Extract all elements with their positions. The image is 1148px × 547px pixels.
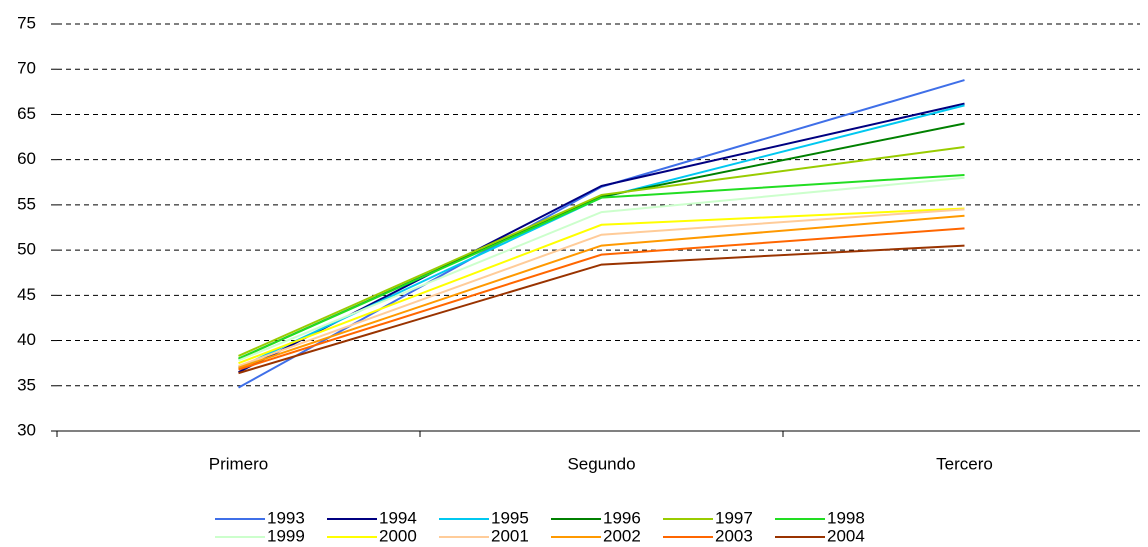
legend-label: 1996 (603, 508, 641, 527)
legend-label: 2002 (603, 526, 641, 545)
x-tick-label: Primero (209, 454, 269, 473)
y-tick-label: 40 (17, 330, 36, 349)
y-tick-label: 35 (17, 375, 36, 394)
legend-label: 2001 (491, 526, 529, 545)
y-tick-label: 65 (17, 104, 36, 123)
legend-label: 2000 (379, 526, 417, 545)
y-tick-label: 30 (17, 420, 36, 439)
y-tick-label: 55 (17, 194, 36, 213)
legend-label: 1998 (827, 508, 865, 527)
series-line (238, 214, 965, 369)
legend-label: 1993 (267, 508, 305, 527)
y-tick-label: 50 (17, 240, 36, 259)
series-line (238, 176, 965, 362)
y-tick-label: 75 (17, 13, 36, 32)
series-line (238, 122, 965, 360)
series-line (238, 227, 965, 371)
legend-label: 1999 (267, 526, 305, 545)
series-line (238, 146, 965, 357)
y-tick-label: 70 (17, 59, 36, 78)
series-line (238, 208, 965, 367)
series-line (238, 244, 965, 375)
legend-label: 1995 (491, 508, 529, 527)
y-tick-label: 45 (17, 285, 36, 304)
legend-label: 2003 (715, 526, 753, 545)
series-line (238, 174, 965, 360)
x-tick-label: Segundo (567, 454, 635, 473)
legend-label: 1997 (715, 508, 753, 527)
legend-label: 1994 (379, 508, 417, 527)
series-line (238, 207, 965, 365)
y-tick-label: 60 (17, 149, 36, 168)
x-tick-label: Tercero (936, 454, 993, 473)
legend-label: 2004 (827, 526, 865, 545)
